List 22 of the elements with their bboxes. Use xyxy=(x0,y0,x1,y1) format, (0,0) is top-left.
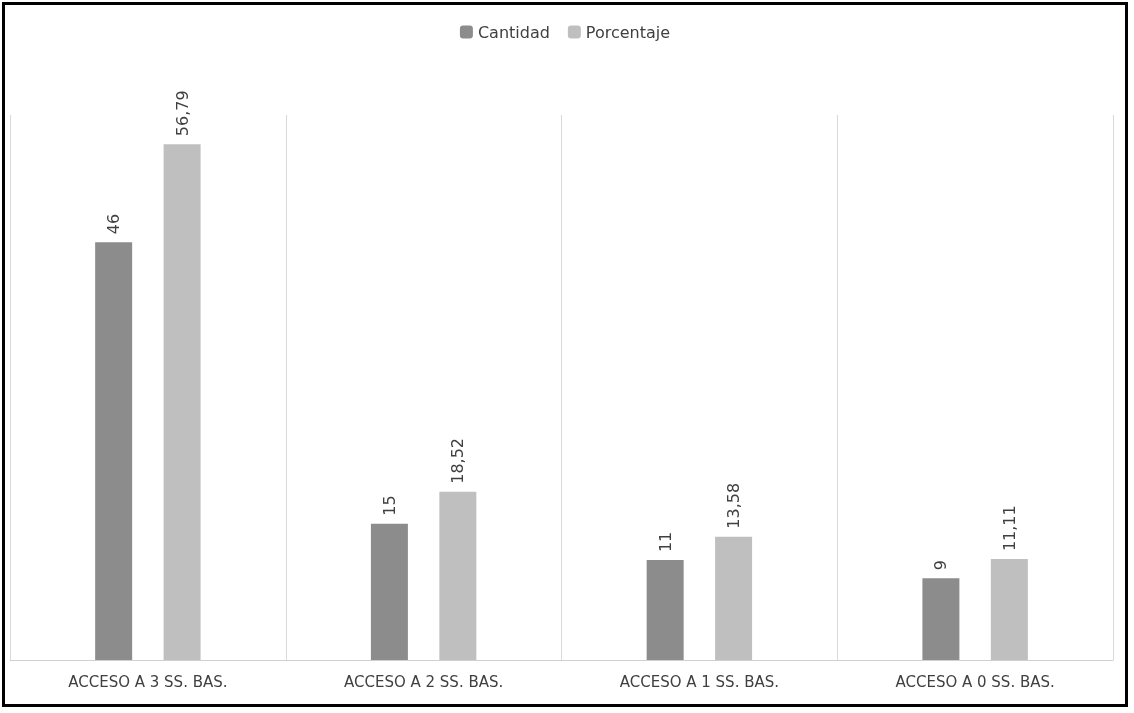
data-label: 56,79 xyxy=(172,90,192,137)
data-label: 13,58 xyxy=(724,482,744,529)
bar xyxy=(439,491,477,660)
bar xyxy=(715,536,753,660)
x-tick-label: ACCESO A 1 SS. BAS. xyxy=(619,672,780,691)
bar xyxy=(990,559,1028,660)
bar xyxy=(370,523,408,660)
legend-label: Cantidad xyxy=(477,22,550,42)
bar xyxy=(163,144,201,660)
x-tick-label: ACCESO A 3 SS. BAS. xyxy=(68,672,228,691)
data-label: 46 xyxy=(104,213,124,235)
data-label: 15 xyxy=(379,495,399,516)
legend-label: Porcentaje xyxy=(585,22,671,42)
data-label: 18,52 xyxy=(448,437,468,484)
bar xyxy=(922,578,960,660)
x-tick-label: ACCESO A 0 SS. BAS. xyxy=(895,672,1055,691)
data-label: 9 xyxy=(931,560,951,571)
x-tick-label: ACCESO A 2 SS. BAS. xyxy=(343,672,504,691)
bar xyxy=(646,560,684,660)
data-label: 11 xyxy=(655,531,675,553)
data-label: 11,11 xyxy=(999,505,1019,552)
bar xyxy=(95,242,133,660)
